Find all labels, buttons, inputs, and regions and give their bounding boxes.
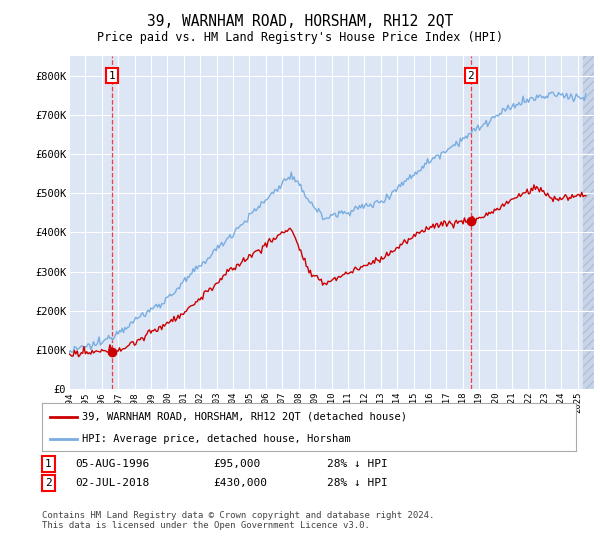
Text: 39, WARNHAM ROAD, HORSHAM, RH12 2QT (detached house): 39, WARNHAM ROAD, HORSHAM, RH12 2QT (det… — [82, 412, 407, 422]
Text: Contains HM Land Registry data © Crown copyright and database right 2024.
This d: Contains HM Land Registry data © Crown c… — [42, 511, 434, 530]
Text: 1: 1 — [45, 459, 52, 469]
Text: 1: 1 — [108, 71, 115, 81]
Text: 39, WARNHAM ROAD, HORSHAM, RH12 2QT: 39, WARNHAM ROAD, HORSHAM, RH12 2QT — [147, 14, 453, 29]
Text: 28% ↓ HPI: 28% ↓ HPI — [327, 478, 388, 488]
Text: Price paid vs. HM Land Registry's House Price Index (HPI): Price paid vs. HM Land Registry's House … — [97, 31, 503, 44]
Text: 05-AUG-1996: 05-AUG-1996 — [75, 459, 149, 469]
Text: £95,000: £95,000 — [213, 459, 260, 469]
Text: 2: 2 — [45, 478, 52, 488]
Polygon shape — [583, 56, 594, 389]
Text: 02-JUL-2018: 02-JUL-2018 — [75, 478, 149, 488]
Text: £430,000: £430,000 — [213, 478, 267, 488]
Text: HPI: Average price, detached house, Horsham: HPI: Average price, detached house, Hors… — [82, 434, 351, 444]
Text: 2: 2 — [467, 71, 475, 81]
Text: 28% ↓ HPI: 28% ↓ HPI — [327, 459, 388, 469]
